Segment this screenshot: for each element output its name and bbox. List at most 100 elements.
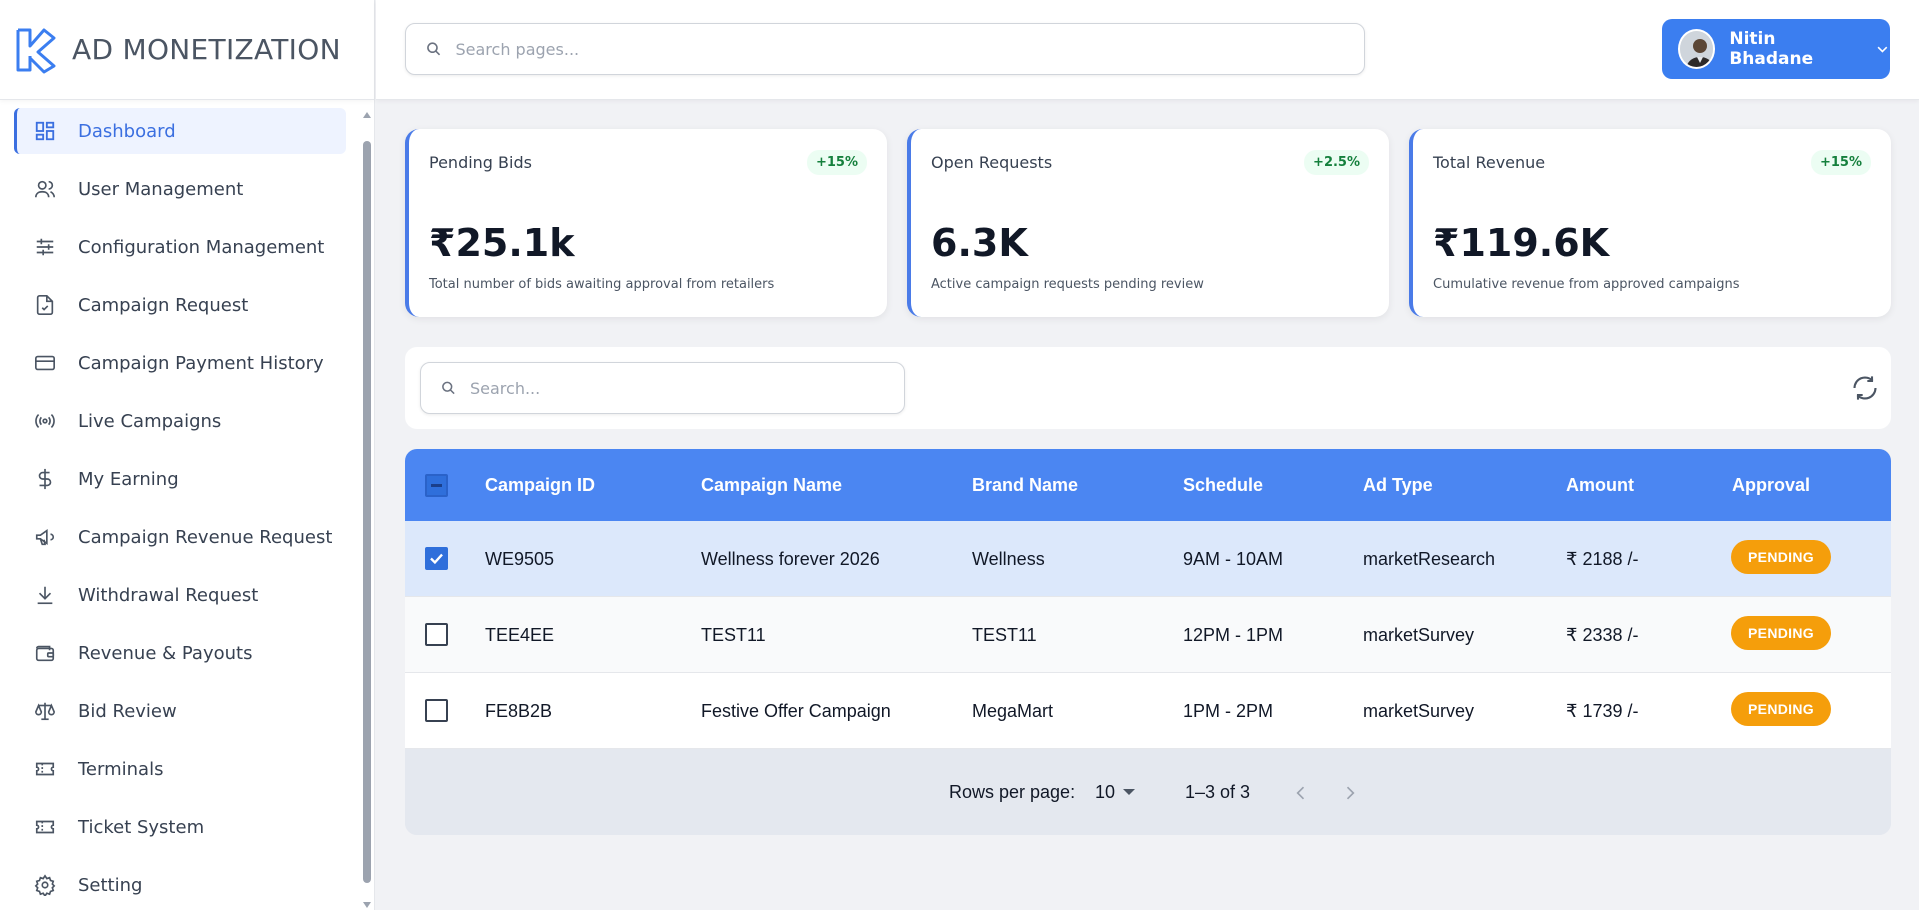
- sidebar-item-label: Bid Review: [78, 700, 177, 722]
- sliders-icon: [32, 234, 58, 260]
- sidebar-item-label: Ticket System: [78, 816, 205, 838]
- caret-down-icon[interactable]: [1123, 789, 1135, 795]
- cell-brand-name: Wellness: [972, 549, 1045, 569]
- column-header[interactable]: Brand Name: [972, 474, 1079, 495]
- cell-campaign-name: TEST11: [701, 625, 766, 645]
- scroll-up-arrow-icon[interactable]: [363, 112, 371, 118]
- sidebar-item-bid-review[interactable]: Bid Review: [14, 688, 346, 734]
- cell-campaign-id: FE8B2B: [485, 701, 553, 721]
- sidebar-item-label: Live Campaigns: [78, 410, 222, 432]
- brand-logo-icon: [16, 28, 56, 73]
- campaign-table: Campaign ID Campaign Name Brand Name Sch…: [405, 449, 1891, 835]
- stat-card-value: ₹25.1k: [429, 221, 575, 265]
- chevron-down-icon: [1877, 46, 1888, 53]
- row-checkbox[interactable]: [425, 547, 448, 570]
- megaphone-icon: [32, 524, 58, 550]
- sidebar-item-revenue-payouts[interactable]: Revenue & Payouts: [14, 630, 346, 676]
- approval-status-badge[interactable]: PENDING: [1731, 616, 1831, 650]
- sidebar-nav: Dashboard User Management Configuration …: [0, 100, 360, 910]
- search-icon: [427, 42, 441, 56]
- sidebar-item-label: Dashboard: [78, 120, 176, 142]
- row-checkbox[interactable]: [425, 699, 448, 722]
- wallet-icon: [32, 640, 58, 666]
- sidebar-item-label: Campaign Payment History: [78, 352, 324, 374]
- sidebar-item-label: My Earning: [78, 468, 179, 490]
- cell-campaign-id: WE9505: [485, 549, 555, 569]
- cell-campaign-id: TEE4EE: [485, 625, 555, 645]
- dollar-icon: [32, 466, 58, 492]
- stat-card-change-badge: +2.5%: [1304, 150, 1369, 175]
- sidebar-item-user-management[interactable]: User Management: [14, 166, 346, 212]
- sidebar-item-label: Terminals: [78, 758, 164, 780]
- stat-card-title: Pending Bids: [429, 153, 532, 172]
- cell-brand-name: TEST11: [972, 625, 1037, 645]
- column-header[interactable]: Amount: [1566, 474, 1634, 495]
- sidebar-item-my-earning[interactable]: My Earning: [14, 456, 346, 502]
- column-header[interactable]: Ad Type: [1363, 474, 1433, 495]
- sidebar-item-ticket-system[interactable]: Ticket System: [14, 804, 346, 850]
- table-row[interactable]: FE8B2B Festive Offer Campaign MegaMart 1…: [405, 673, 1891, 749]
- sidebar-item-label: Campaign Revenue Request: [78, 526, 333, 548]
- stat-card-description: Total number of bids awaiting approval f…: [429, 277, 775, 292]
- stat-card-description: Active campaign requests pending review: [931, 277, 1204, 292]
- stat-card-pending-bids: Pending Bids +15% ₹25.1k Total number of…: [405, 129, 887, 317]
- cell-ad-type: marketResearch: [1363, 549, 1496, 569]
- stat-card-change-badge: +15%: [806, 150, 867, 175]
- sidebar-item-label: Configuration Management: [78, 236, 325, 258]
- table-pagination: Rows per page: 10 1–3 of 3: [405, 749, 1891, 835]
- table-row[interactable]: WE9505 Wellness forever 2026 Wellness 9A…: [405, 521, 1891, 597]
- cell-amount: ₹ 2338 /-: [1566, 625, 1639, 645]
- column-header[interactable]: Approval: [1732, 474, 1811, 495]
- sidebar-item-configuration-management[interactable]: Configuration Management: [14, 224, 346, 270]
- sidebar-item-label: Campaign Request: [78, 294, 249, 316]
- sidebar-scrollbar[interactable]: [362, 108, 372, 908]
- sidebar-item-setting[interactable]: Setting: [14, 862, 346, 908]
- stat-card-open-requests: Open Requests +2.5% 6.3K Active campaign…: [907, 129, 1389, 317]
- scroll-down-arrow-icon[interactable]: [363, 902, 371, 908]
- table-row[interactable]: TEE4EE TEST11 TEST11 12PM - 1PM marketSu…: [405, 597, 1891, 673]
- user-menu-button[interactable]: Nitin Bhadane: [1662, 19, 1890, 79]
- sidebar-item-label: Setting: [78, 874, 143, 896]
- sidebar-item-campaign-request[interactable]: Campaign Request: [14, 282, 346, 328]
- sidebar-item-campaign-payment-history[interactable]: Campaign Payment History: [14, 340, 346, 386]
- stat-card-title: Open Requests: [931, 153, 1053, 172]
- credit-card-icon: [32, 350, 58, 376]
- sidebar-item-label: User Management: [78, 178, 244, 200]
- cell-schedule: 1PM - 2PM: [1183, 701, 1274, 721]
- chevron-left-icon[interactable]: [1291, 781, 1311, 805]
- sidebar-item-dashboard[interactable]: Dashboard: [14, 108, 346, 154]
- column-header[interactable]: Campaign ID: [485, 474, 596, 495]
- column-header[interactable]: Campaign Name: [701, 474, 843, 495]
- check-icon: [430, 553, 443, 565]
- stat-card-value: ₹119.6K: [1433, 221, 1610, 265]
- sidebar-item-label: Withdrawal Request: [78, 584, 259, 606]
- chevron-right-icon[interactable]: [1340, 781, 1360, 805]
- page-search-box[interactable]: [405, 23, 1365, 75]
- select-all-checkbox[interactable]: [425, 474, 448, 497]
- sidebar-item-live-campaigns[interactable]: Live Campaigns: [14, 398, 346, 444]
- sidebar-item-withdrawal-request[interactable]: Withdrawal Request: [14, 572, 346, 618]
- row-checkbox[interactable]: [425, 623, 448, 646]
- column-header[interactable]: Schedule: [1183, 474, 1264, 495]
- sidebar-item-terminals[interactable]: Terminals: [14, 746, 346, 792]
- brand-header: AD MONETIZATION: [0, 0, 374, 100]
- sidebar: AD MONETIZATION Dashboard User Managemen…: [0, 0, 375, 910]
- table-header: Campaign ID Campaign Name Brand Name Sch…: [405, 449, 1891, 521]
- scrollbar-thumb[interactable]: [363, 141, 371, 883]
- table-search-box[interactable]: [420, 362, 905, 414]
- table-search-input[interactable]: [470, 378, 904, 398]
- cell-ad-type: marketSurvey: [1363, 701, 1475, 721]
- rows-per-page-select[interactable]: 10: [1095, 782, 1116, 802]
- dashboard-icon: [32, 118, 58, 144]
- sidebar-item-campaign-revenue-request[interactable]: Campaign Revenue Request: [14, 514, 346, 560]
- approval-status-badge[interactable]: PENDING: [1731, 692, 1831, 726]
- approval-status-badge[interactable]: PENDING: [1731, 540, 1831, 574]
- broadcast-icon: [32, 408, 58, 434]
- page-search-input[interactable]: [455, 39, 1364, 59]
- pagination-range: 1–3 of 3: [1185, 782, 1251, 802]
- cell-campaign-name: Festive Offer Campaign: [701, 701, 891, 721]
- stat-card-change-badge: +15%: [1810, 150, 1871, 175]
- ticket-icon: [32, 814, 58, 840]
- refresh-icon[interactable]: [1851, 374, 1879, 402]
- ticket-icon: [32, 756, 58, 782]
